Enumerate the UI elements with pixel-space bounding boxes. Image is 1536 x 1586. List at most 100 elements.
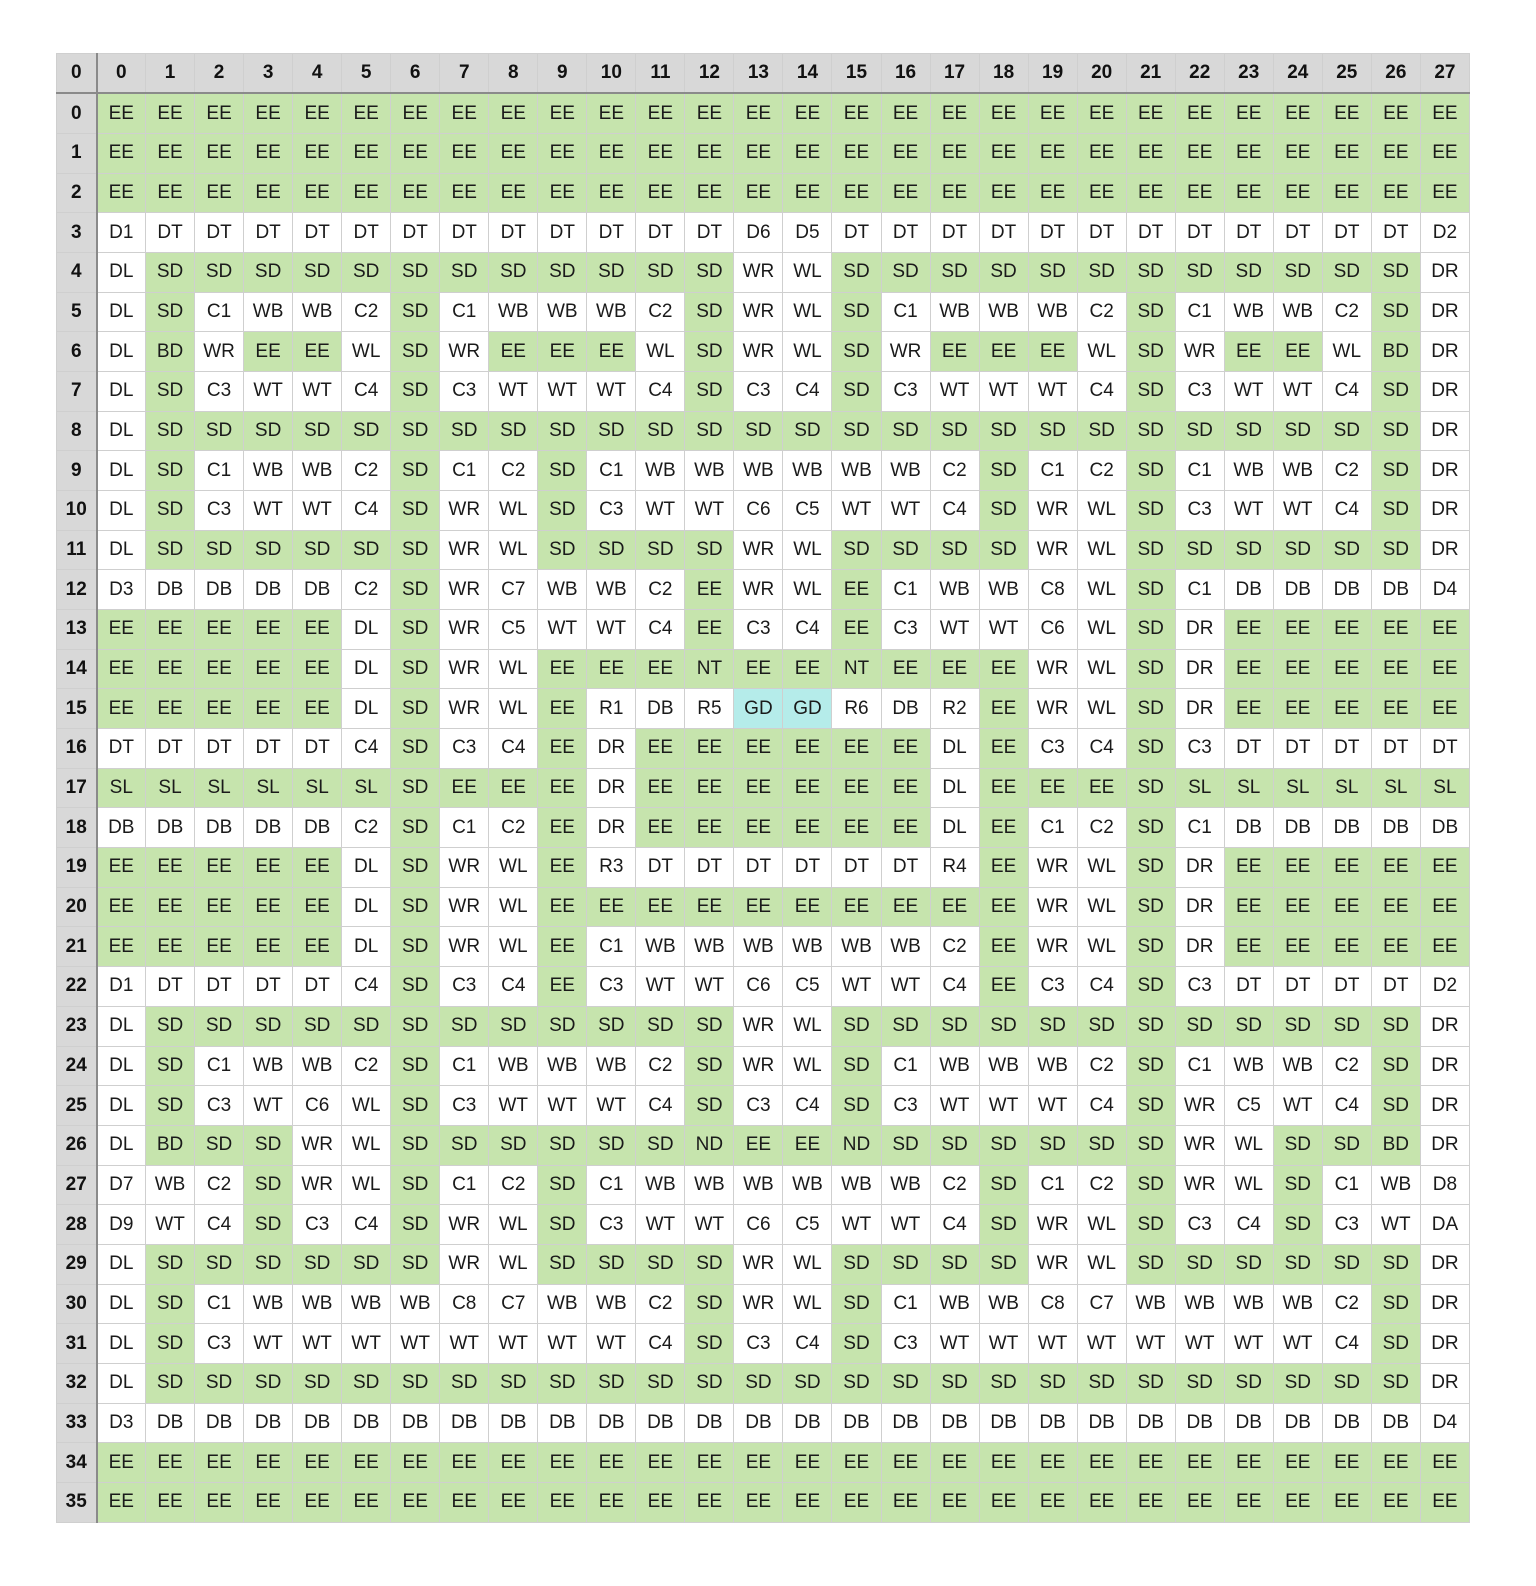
- grid-cell[interactable]: DL: [95, 331, 147, 373]
- grid-cell[interactable]: C3: [1174, 490, 1225, 531]
- grid-cell[interactable]: EE: [978, 688, 1029, 730]
- grid-cell[interactable]: DB: [831, 1402, 882, 1444]
- grid-cell[interactable]: SL: [292, 767, 343, 809]
- grid-cell[interactable]: SD: [1272, 252, 1323, 293]
- grid-cell[interactable]: WB: [292, 1045, 343, 1087]
- grid-cell[interactable]: SD: [1223, 1243, 1274, 1285]
- grid-cell[interactable]: NT: [684, 648, 735, 690]
- grid-cell[interactable]: SD: [831, 371, 882, 412]
- grid-cell[interactable]: EE: [439, 172, 490, 214]
- grid-cell[interactable]: SD: [880, 410, 931, 452]
- grid-cell[interactable]: C4: [782, 1323, 833, 1364]
- grid-cell[interactable]: SD: [1125, 807, 1176, 849]
- row-header-26[interactable]: 26: [56, 1124, 98, 1166]
- grid-cell[interactable]: EE: [1125, 133, 1176, 174]
- grid-cell[interactable]: EE: [1419, 926, 1471, 968]
- grid-cell[interactable]: SD: [929, 1362, 980, 1404]
- grid-cell[interactable]: C4: [341, 490, 392, 531]
- grid-cell[interactable]: SD: [1125, 371, 1176, 412]
- grid-cell[interactable]: SD: [1125, 1362, 1176, 1404]
- grid-cell[interactable]: WR: [1027, 1243, 1078, 1285]
- grid-cell[interactable]: WT: [929, 1085, 980, 1126]
- grid-cell[interactable]: EE: [95, 1481, 147, 1524]
- grid-cell[interactable]: DB: [439, 1402, 490, 1444]
- column-header-12[interactable]: 12: [684, 53, 735, 94]
- grid-cell[interactable]: EE: [1027, 133, 1078, 174]
- row-header-27[interactable]: 27: [56, 1164, 98, 1206]
- grid-cell[interactable]: EE: [537, 966, 588, 1007]
- grid-cell[interactable]: DT: [1272, 966, 1323, 1007]
- grid-cell[interactable]: WT: [292, 1323, 343, 1364]
- grid-cell[interactable]: WB: [243, 450, 294, 492]
- grid-cell[interactable]: DL: [95, 252, 147, 293]
- grid-cell[interactable]: SD: [831, 1005, 882, 1047]
- grid-cell[interactable]: SD: [194, 1124, 245, 1166]
- grid-cell[interactable]: EE: [880, 767, 931, 809]
- grid-cell[interactable]: SD: [1223, 1005, 1274, 1047]
- grid-cell[interactable]: SD: [1174, 1005, 1225, 1047]
- grid-cell[interactable]: EE: [243, 648, 294, 690]
- grid-cell[interactable]: C3: [586, 490, 637, 531]
- grid-cell[interactable]: EE: [1076, 1481, 1127, 1524]
- grid-cell[interactable]: DB: [978, 1402, 1029, 1444]
- grid-cell[interactable]: SD: [684, 371, 735, 412]
- grid-cell[interactable]: EE: [1419, 886, 1471, 928]
- grid-cell[interactable]: C6: [733, 490, 784, 531]
- grid-cell[interactable]: DR: [1419, 1005, 1471, 1047]
- grid-cell[interactable]: DB: [1076, 1402, 1127, 1444]
- grid-cell[interactable]: WT: [978, 609, 1029, 650]
- grid-cell[interactable]: EE: [635, 728, 686, 769]
- grid-cell[interactable]: DB: [1223, 569, 1274, 611]
- grid-cell[interactable]: EE: [537, 886, 588, 928]
- grid-cell[interactable]: C5: [782, 966, 833, 1007]
- grid-cell[interactable]: EE: [243, 1442, 294, 1483]
- grid-cell[interactable]: D3: [95, 569, 147, 611]
- grid-cell[interactable]: EE: [243, 133, 294, 174]
- row-header-33[interactable]: 33: [56, 1402, 98, 1444]
- grid-cell[interactable]: WB: [684, 450, 735, 492]
- grid-cell[interactable]: DT: [1370, 966, 1421, 1007]
- grid-cell[interactable]: SD: [880, 1124, 931, 1166]
- row-header-1[interactable]: 1: [56, 133, 98, 174]
- grid-cell[interactable]: C6: [733, 1204, 784, 1245]
- row-header-31[interactable]: 31: [56, 1323, 98, 1364]
- grid-cell[interactable]: DB: [243, 1402, 294, 1444]
- grid-cell[interactable]: C3: [1174, 1204, 1225, 1245]
- grid-cell[interactable]: SD: [145, 1005, 196, 1047]
- grid-cell[interactable]: DB: [145, 1402, 196, 1444]
- grid-cell[interactable]: SD: [1272, 1362, 1323, 1404]
- column-header-1[interactable]: 1: [145, 53, 196, 94]
- grid-cell[interactable]: EE: [929, 133, 980, 174]
- grid-cell[interactable]: DB: [1321, 1402, 1372, 1444]
- grid-cell[interactable]: WB: [880, 450, 931, 492]
- grid-cell[interactable]: EE: [194, 1481, 245, 1524]
- grid-cell[interactable]: EE: [586, 92, 637, 135]
- grid-cell[interactable]: SD: [978, 1204, 1029, 1245]
- grid-cell[interactable]: EE: [733, 648, 784, 690]
- grid-cell[interactable]: WR: [1174, 1085, 1225, 1126]
- grid-cell[interactable]: EE: [782, 133, 833, 174]
- grid-cell[interactable]: WR: [1027, 688, 1078, 730]
- grid-cell[interactable]: C3: [733, 1323, 784, 1364]
- grid-cell[interactable]: C4: [341, 1204, 392, 1245]
- grid-cell[interactable]: WR: [439, 331, 490, 373]
- grid-cell[interactable]: C2: [1321, 291, 1372, 333]
- grid-cell[interactable]: EE: [145, 172, 196, 214]
- grid-cell[interactable]: EE: [439, 92, 490, 135]
- grid-cell[interactable]: WL: [782, 291, 833, 333]
- grid-cell[interactable]: EE: [243, 172, 294, 214]
- grid-cell[interactable]: WT: [684, 490, 735, 531]
- grid-cell[interactable]: SD: [390, 331, 441, 373]
- grid-cell[interactable]: EE: [145, 609, 196, 650]
- grid-cell[interactable]: BD: [1370, 331, 1421, 373]
- grid-cell[interactable]: SD: [1125, 1085, 1176, 1126]
- grid-cell[interactable]: SD: [1272, 1005, 1323, 1047]
- grid-cell[interactable]: SD: [537, 1164, 588, 1206]
- grid-cell[interactable]: C1: [194, 1045, 245, 1087]
- grid-cell[interactable]: EE: [684, 1481, 735, 1524]
- grid-cell[interactable]: EE: [1125, 1481, 1176, 1524]
- grid-cell[interactable]: C1: [880, 291, 931, 333]
- grid-cell[interactable]: EE: [1370, 172, 1421, 214]
- grid-cell[interactable]: DB: [635, 1402, 686, 1444]
- column-header-14[interactable]: 14: [782, 53, 833, 94]
